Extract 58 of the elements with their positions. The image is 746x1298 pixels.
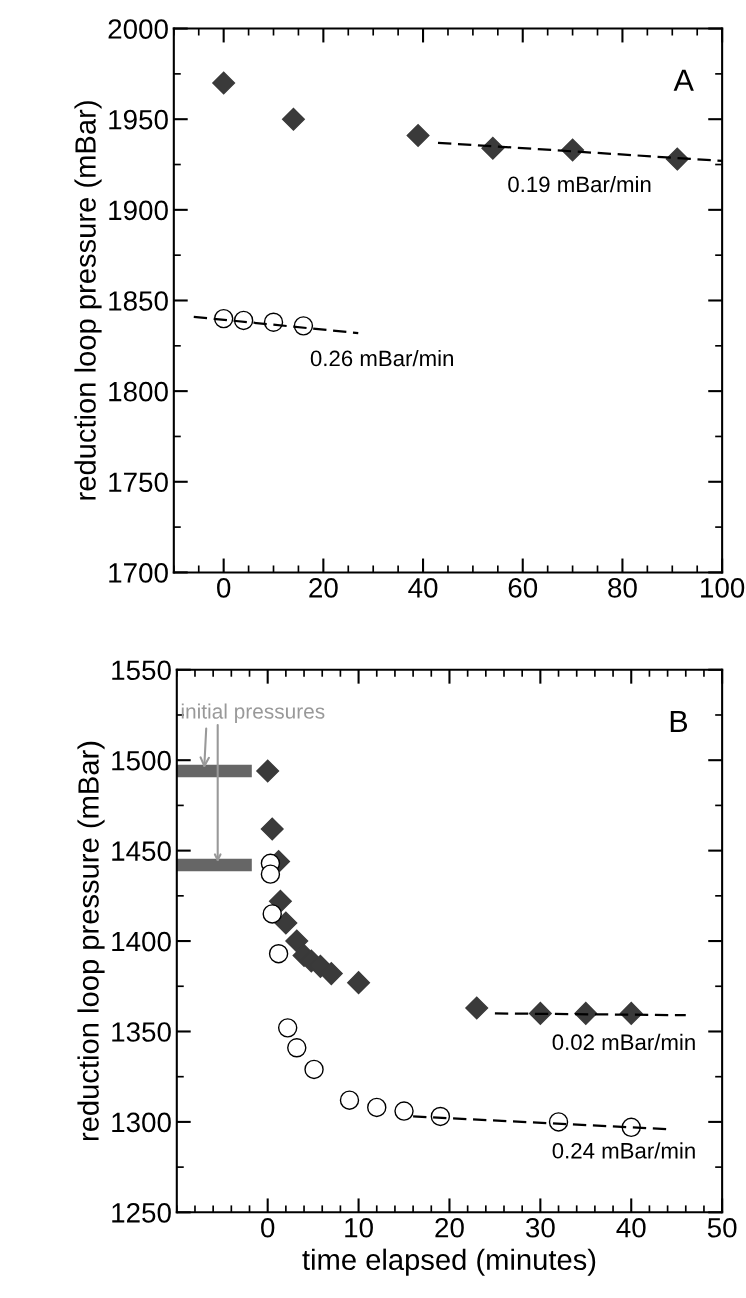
y-tick-label: 1900: [109, 200, 168, 221]
annotation: 0.19 mBar/min: [508, 175, 651, 193]
y-tick-label: 1850: [109, 291, 168, 311]
point: [268, 889, 292, 913]
x-tick-label: 40: [408, 578, 438, 598]
point: [304, 1059, 324, 1080]
point: [394, 1101, 414, 1121]
point: [561, 138, 585, 162]
x-tick-label: 100: [701, 578, 745, 598]
point: [287, 1038, 307, 1058]
y-axis-title: reduction loop pressure (mBar): [74, 101, 102, 500]
y-tick-label: 1800: [109, 381, 168, 402]
y-tick-label: 1250: [112, 1203, 171, 1223]
y-tick-label: 1300: [112, 1112, 171, 1133]
y-tick-label: 1550: [112, 660, 171, 681]
point: [285, 929, 309, 953]
x-tick-label: 0: [261, 1217, 275, 1238]
x-tick-label: 50: [707, 1217, 737, 1238]
x-tick-label: 60: [508, 578, 538, 598]
point: [277, 1018, 298, 1038]
point: [262, 904, 282, 924]
point: [256, 759, 280, 783]
point: [268, 943, 289, 964]
x-axis-title: time elapsed (minutes): [302, 1248, 596, 1276]
y-tick-label: 1450: [112, 841, 171, 861]
point: [481, 136, 505, 160]
point: [347, 971, 371, 995]
point: [274, 911, 298, 935]
point: [212, 71, 236, 95]
annotation: A: [673, 69, 694, 91]
y-tick-label: 1500: [112, 750, 171, 771]
x-tick-label: 80: [608, 578, 637, 598]
y-tick-label: 1700: [109, 563, 168, 583]
x-tick-label: 0: [217, 578, 231, 598]
y-tick-label: 1350: [112, 1022, 171, 1042]
point: [367, 1097, 387, 1118]
x-tick-label: 10: [345, 1217, 373, 1238]
x-tick-label: 20: [435, 1217, 464, 1238]
y-axis-title: reduction loop pressure (mBar): [77, 741, 105, 1141]
annotation: 0.24 mBar/min: [552, 1142, 695, 1159]
x-tick-label: 20: [309, 578, 338, 598]
y-tick-label: 1750: [109, 472, 168, 493]
point: [281, 107, 305, 131]
annotation: 0.26 mBar/min: [310, 349, 453, 367]
annotation: initial pressures: [181, 703, 325, 723]
y-tick-label: 1950: [109, 109, 168, 130]
annotation: 0.02 mBar/min: [552, 1033, 695, 1051]
annotation: B: [670, 710, 688, 732]
point: [260, 864, 281, 884]
point: [465, 996, 489, 1020]
point: [406, 124, 430, 148]
y-tick-label: 1400: [112, 931, 171, 952]
x-tick-label: 40: [616, 1217, 646, 1238]
y-tick-label: 2000: [108, 19, 168, 39]
point: [339, 1090, 360, 1110]
point: [319, 962, 343, 986]
x-tick-label: 30: [525, 1217, 555, 1238]
point: [260, 817, 284, 841]
